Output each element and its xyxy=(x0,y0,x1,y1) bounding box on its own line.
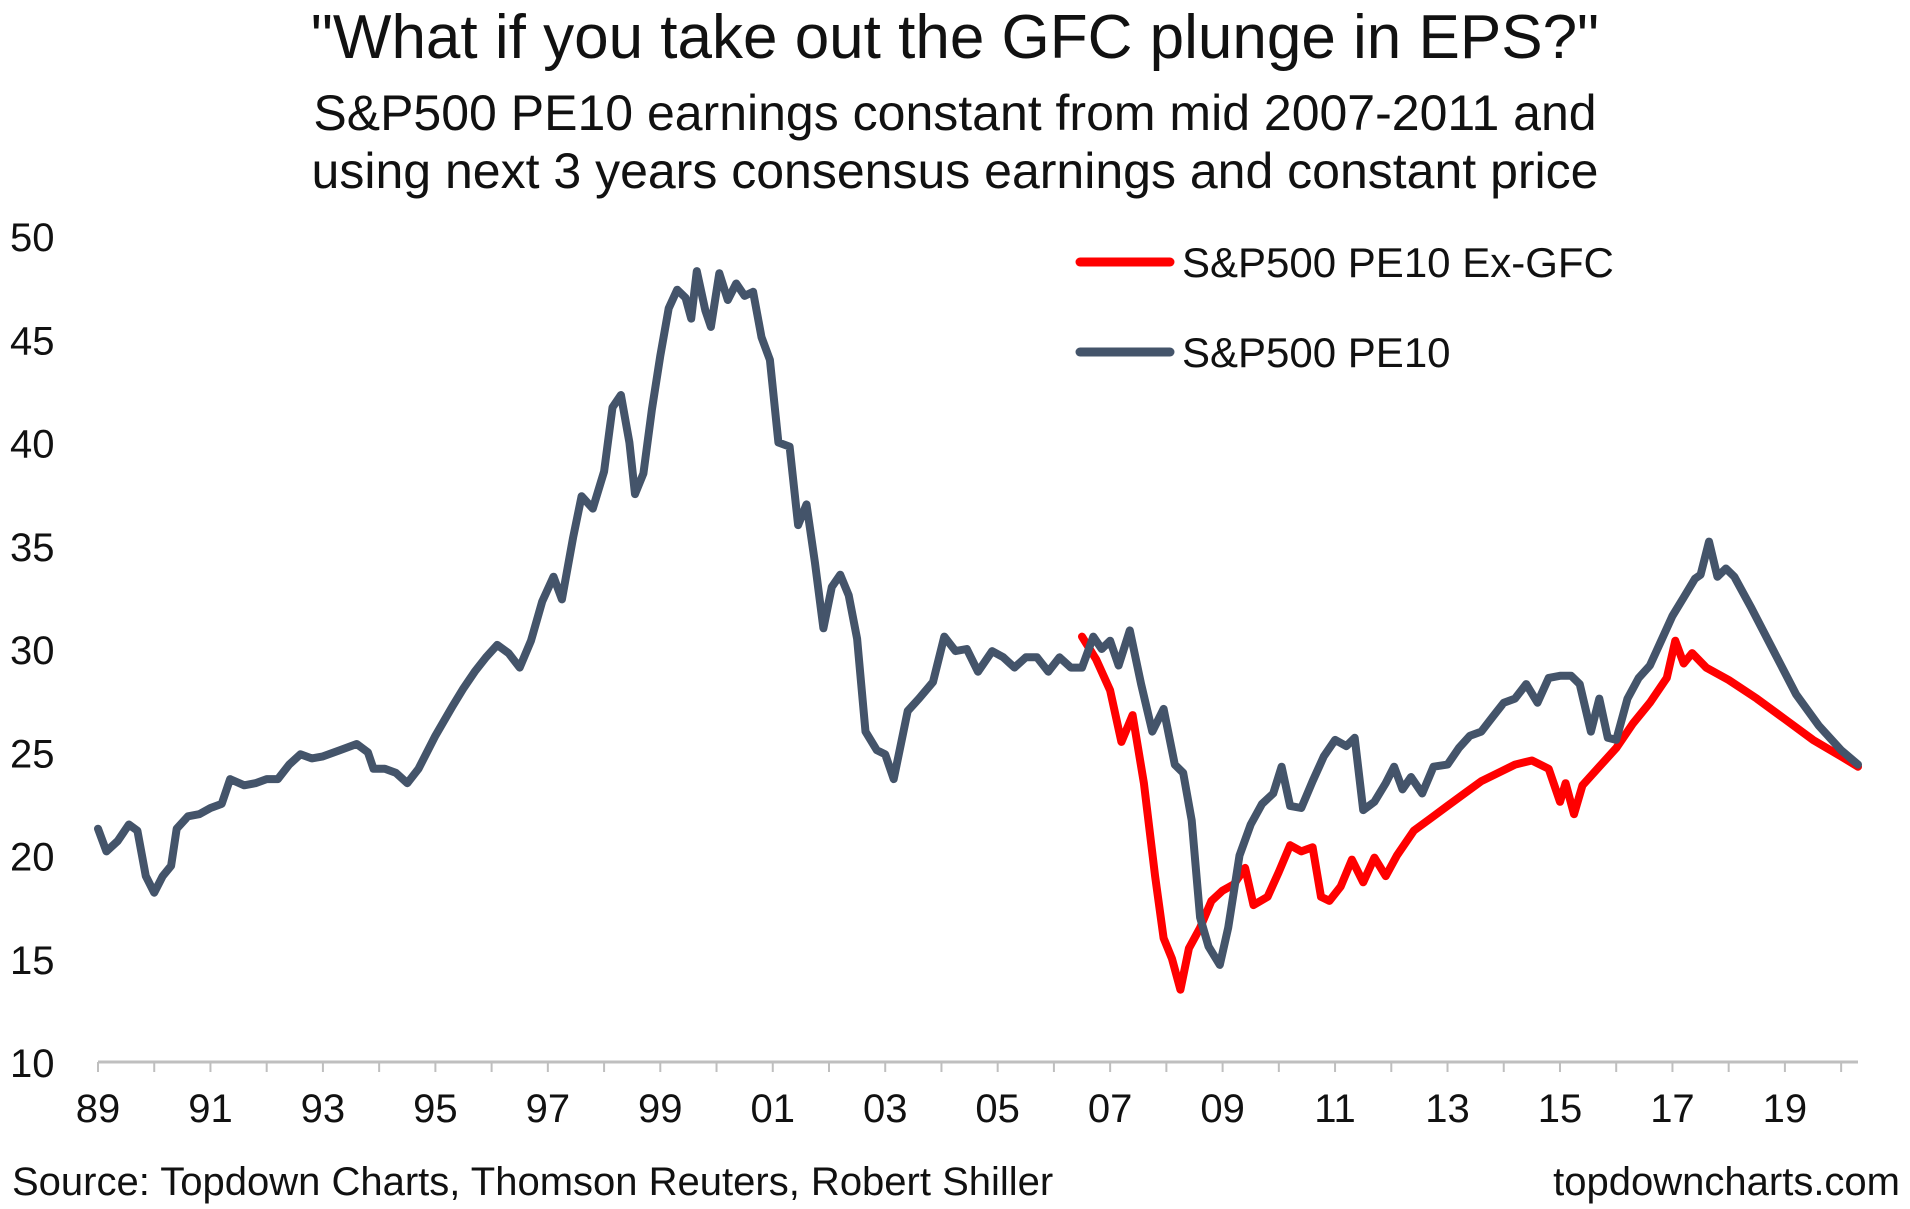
x-tick-label: 95 xyxy=(413,1087,458,1131)
legend-label: S&P500 PE10 Ex-GFC xyxy=(1182,239,1614,286)
chart-subtitle-line2: using next 3 years consensus earnings an… xyxy=(311,143,1599,199)
y-tick-label: 15 xyxy=(10,939,55,983)
x-tick-label: 97 xyxy=(526,1087,571,1131)
x-tick-label: 91 xyxy=(188,1087,233,1131)
x-tick-label: 07 xyxy=(1088,1087,1133,1131)
series-line-pe10 xyxy=(94,267,1862,969)
x-tick-label: 15 xyxy=(1538,1087,1583,1131)
y-axis-tick-labels: 10 15 20 25 30 35 40 45 50 xyxy=(10,216,55,1086)
chart-subtitle-line1: S&P500 PE10 earnings constant from mid 2… xyxy=(313,85,1597,141)
y-tick-label: 30 xyxy=(10,629,55,673)
x-tick-label: 03 xyxy=(863,1087,908,1131)
x-tick-label: 13 xyxy=(1425,1087,1470,1131)
x-axis: 89 91 93 95 97 99 01 03 05 07 09 11 13 15 17 19 xyxy=(76,1060,1858,1131)
legend-label: S&P500 PE10 xyxy=(1182,329,1451,376)
y-tick-label: 35 xyxy=(10,526,55,570)
x-tick-label: 17 xyxy=(1650,1087,1695,1131)
website-credit: topdowncharts.com xyxy=(1553,1160,1900,1204)
source-note: Source: Topdown Charts, Thomson Reuters,… xyxy=(12,1160,1054,1204)
y-tick-label: 45 xyxy=(10,319,55,363)
y-tick-label: 25 xyxy=(10,732,55,776)
x-tick-label: 99 xyxy=(638,1087,683,1131)
x-tick-label: 11 xyxy=(1314,1087,1356,1131)
y-tick-label: 50 xyxy=(10,216,55,260)
x-tick-label: 89 xyxy=(76,1087,121,1131)
x-tick-label: 09 xyxy=(1200,1087,1245,1131)
y-tick-label: 20 xyxy=(10,836,55,880)
y-tick-label: 40 xyxy=(10,423,55,467)
x-tick-label: 01 xyxy=(751,1087,796,1131)
y-tick-label: 10 xyxy=(10,1042,55,1086)
legend: S&P500 PE10 Ex-GFC S&P500 PE10 xyxy=(1075,239,1614,376)
chart-title: "What if you take out the GFC plunge in … xyxy=(310,3,1600,72)
series-lines xyxy=(94,267,1862,994)
x-tick-label: 19 xyxy=(1763,1087,1808,1131)
x-tick-label: 05 xyxy=(975,1087,1020,1131)
series-line-pe10-ex-gfc xyxy=(1078,632,1862,994)
x-tick-label: 93 xyxy=(301,1087,346,1131)
